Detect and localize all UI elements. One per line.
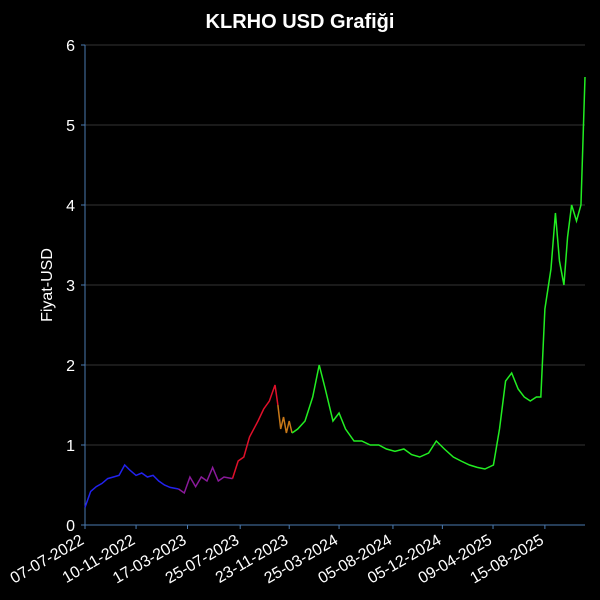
price-line	[291, 76, 586, 470]
y-tick-label: 1	[66, 438, 75, 455]
price-line	[178, 465, 233, 495]
y-tick-label: 4	[66, 198, 75, 215]
y-axis-label: Fiyat-USD	[39, 248, 56, 322]
y-tick-label: 2	[66, 358, 75, 375]
y-tick-label: 5	[66, 118, 75, 135]
y-tick-label: 0	[66, 518, 75, 535]
y-tick-label: 6	[66, 38, 75, 55]
price-line	[84, 463, 179, 508]
price-line	[277, 404, 293, 434]
y-tick-label: 3	[66, 278, 75, 295]
price-line	[231, 384, 279, 479]
chart-title: KLRHO USD Grafiği	[206, 11, 395, 33]
